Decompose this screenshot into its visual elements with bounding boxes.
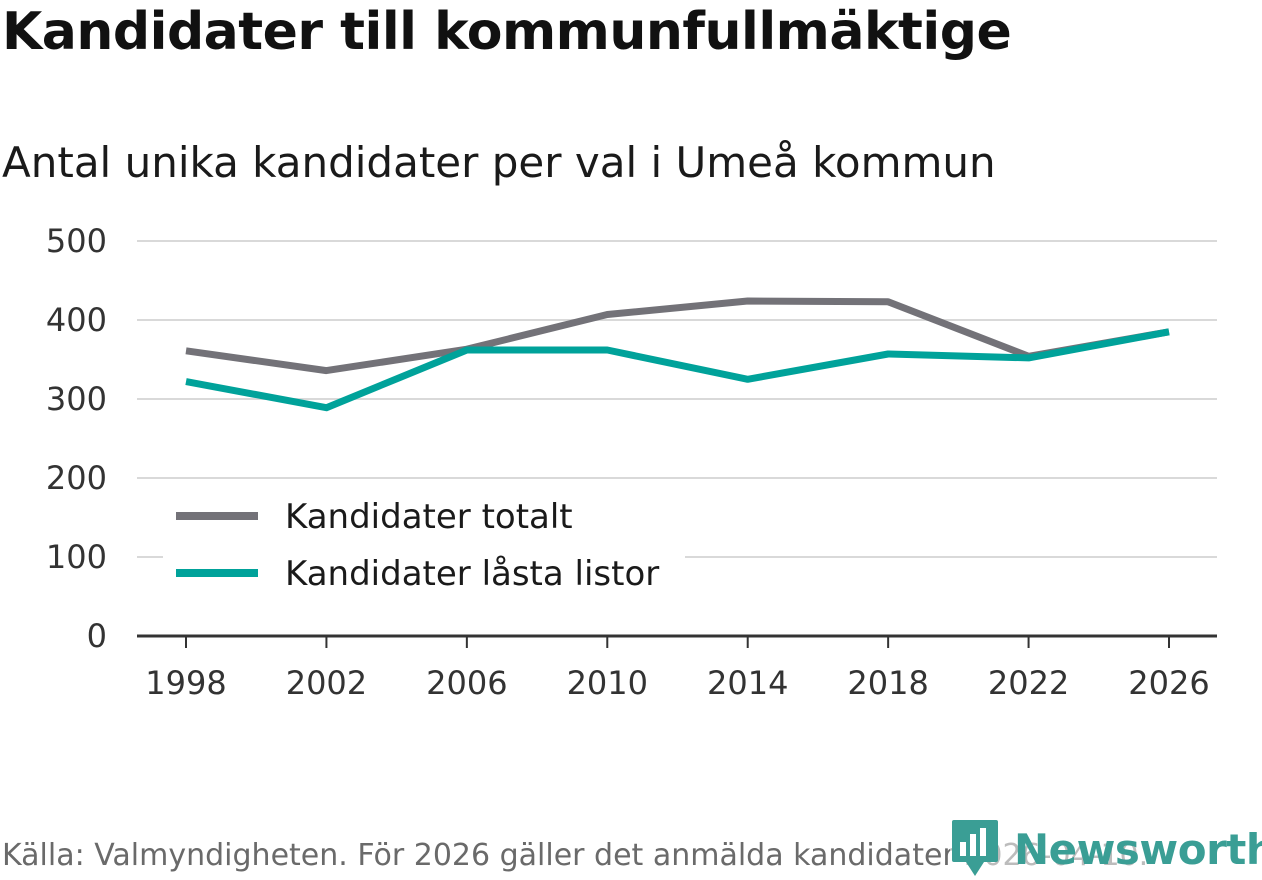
x-tick-label-1998: 1998 — [145, 664, 226, 702]
y-tick-label-200: 200 — [46, 459, 107, 497]
chart-title: Kandidater till kommunfullmäktige — [2, 2, 1012, 62]
legend-label-0: Kandidater totalt — [285, 497, 573, 537]
x-tick-label-2002: 2002 — [286, 664, 367, 702]
chart-subtitle: Antal unika kandidater per val i Umeå ko… — [2, 138, 996, 187]
line-chart: 0 100 200 300 400 500 1998 2002 2006 2010 2014 2018… — [46, 222, 1217, 702]
brand-name: Newsworthy — [1014, 824, 1262, 874]
bar-chart-pin-icon — [952, 820, 998, 876]
x-tick-label-2010: 2010 — [567, 664, 648, 702]
x-tick-label-2014: 2014 — [707, 664, 788, 702]
newsworthy-logo: Newsworthy — [950, 818, 1262, 880]
x-tick-label-2018: 2018 — [847, 664, 928, 702]
y-tick-label-300: 300 — [46, 380, 107, 418]
x-tick-label-2006: 2006 — [426, 664, 507, 702]
legend-label-1: Kandidater låsta listor — [285, 554, 659, 594]
x-tick-label-2026: 2026 — [1128, 664, 1209, 702]
series-line-kandidater-lasta-listor — [185, 328, 1170, 412]
y-tick-label-400: 400 — [46, 301, 107, 339]
legend-box — [163, 490, 685, 602]
x-tick-label-2022: 2022 — [988, 664, 1069, 702]
y-tick-label-0: 0 — [87, 617, 107, 655]
y-tick-label-500: 500 — [46, 222, 107, 260]
y-tick-label-100: 100 — [46, 538, 107, 576]
series-line-kandidater-totalt — [185, 297, 1170, 375]
